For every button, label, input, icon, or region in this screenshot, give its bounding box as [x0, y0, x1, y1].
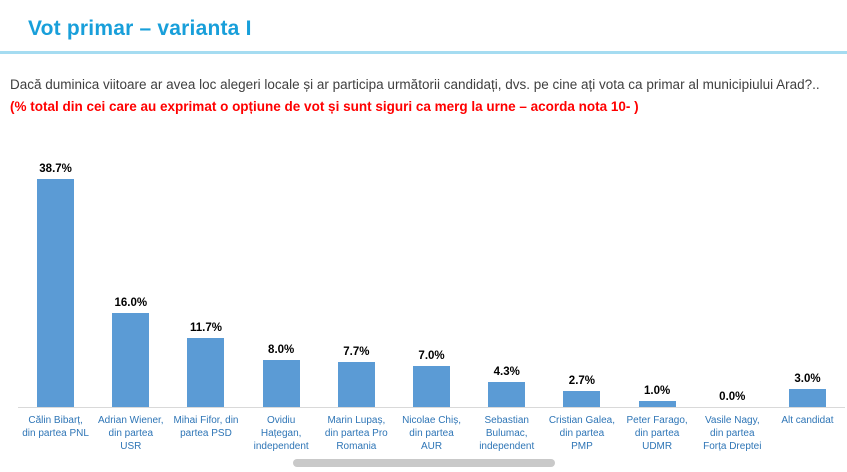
chart-column: 1.0%	[620, 152, 695, 407]
category-label: Marin Lupaș, din partea Pro Romania	[324, 415, 388, 452]
bar-value-label: 38.7%	[39, 163, 72, 175]
chart-column: 0.0%	[695, 152, 770, 407]
bar	[112, 313, 150, 407]
horizontal-scrollbar[interactable]	[0, 459, 847, 467]
bar-value-label: 2.7%	[568, 375, 596, 387]
question-normal: Dacă duminica viitoare ar avea loc alege…	[10, 77, 820, 92]
category-label: Sebastian Bulumac, independent	[479, 415, 535, 452]
question-text: Dacă duminica viitoare ar avea loc alege…	[10, 74, 835, 117]
category-label: Peter Farago, din partea UDMR	[626, 415, 688, 452]
category-label: Nicolae Chiș, din partea AUR	[402, 415, 461, 452]
chart-column: 8.0%	[244, 152, 319, 407]
bar-value-label: 3.0%	[794, 373, 821, 385]
category-label: Adrian Wiener, din partea USR	[97, 415, 164, 452]
bar	[638, 401, 676, 407]
bar-value-label: 11.7%	[189, 322, 222, 334]
bar-value-label: 8.0%	[268, 344, 295, 356]
question-highlight: (% total din cei care au exprimat o opți…	[10, 98, 639, 114]
bar	[37, 179, 75, 407]
bar-chart: 38.7% 16.0% 11.7% 8.0% 7.7% 7.0% 4.3% 2.7% 1.0% 0…	[18, 152, 845, 453]
bar-value-label: 1.0%	[643, 385, 671, 397]
header: Vot primar – varianta I	[0, 0, 847, 54]
header-divider	[0, 51, 847, 54]
category-label: Vasile Nagy, din partea Forța Dreptei	[703, 415, 762, 452]
bar	[413, 366, 451, 407]
chart-column: 16.0%	[93, 152, 168, 407]
bar-value-label: 4.3%	[493, 366, 520, 378]
bar-value-label: 7.7%	[343, 346, 370, 358]
chart-category-axis: Călin Bibarț, din partea PNL Adrian Wiene…	[18, 408, 845, 453]
page-title: Vot primar – varianta I	[28, 17, 252, 40]
chart-column: 11.7%	[168, 152, 243, 407]
bar-value-label: 7.0%	[418, 350, 445, 362]
bar	[488, 382, 526, 407]
chart-column: 7.0%	[394, 152, 469, 407]
category-label: Cristian Galea, din partea PMP	[548, 415, 615, 452]
chart-plot-area: 38.7% 16.0% 11.7% 8.0% 7.7% 7.0% 4.3% 2.7% 1.0% 0…	[18, 152, 845, 408]
category-label: Ovidiu Hațegan, independent	[253, 415, 309, 452]
chart-column: 4.3%	[469, 152, 544, 407]
bar	[563, 391, 601, 407]
category-label: Călin Bibarț, din partea PNL	[22, 415, 89, 439]
chart-column: 2.7%	[544, 152, 619, 407]
chart-column: 38.7%	[18, 152, 93, 407]
category-label: Alt candidat	[781, 415, 834, 426]
chart-column: 7.7%	[319, 152, 394, 407]
bar	[337, 362, 375, 407]
bar-value-label: 16.0%	[114, 297, 148, 309]
bar	[788, 389, 826, 407]
scrollbar-thumb[interactable]	[292, 459, 555, 467]
category-label: Mihai Fifor, din partea PSD	[173, 415, 239, 439]
bar-value-label: 0.0%	[719, 391, 746, 403]
bar	[262, 360, 300, 407]
chart-column: 3.0%	[770, 152, 845, 407]
bar	[187, 338, 225, 407]
